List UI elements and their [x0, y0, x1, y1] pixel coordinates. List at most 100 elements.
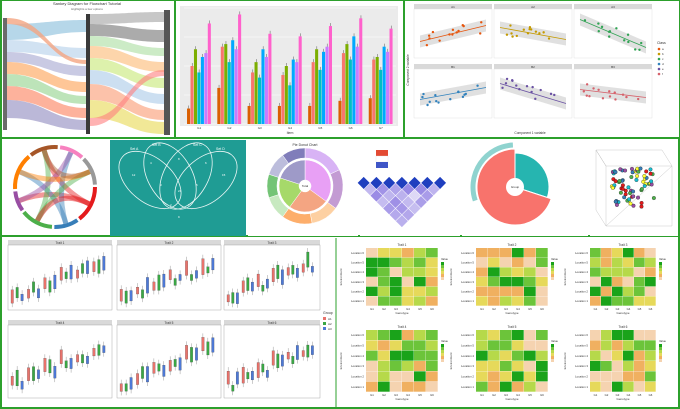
boxplot-legend-a3: A3	[328, 327, 332, 331]
corr-cell	[414, 196, 427, 209]
heatmap-cell	[414, 330, 426, 341]
svg-text:G1: G1	[480, 393, 484, 397]
scatter3d-point	[648, 167, 653, 172]
svg-text:8: 8	[178, 157, 180, 161]
svg-text:G4: G4	[406, 307, 410, 311]
heatmap-cell	[512, 350, 524, 361]
corr-cell	[389, 208, 402, 221]
svg-text:2: 2	[170, 203, 172, 207]
scatter3d-point	[610, 185, 615, 190]
scatter-point	[600, 25, 604, 29]
heatmap-cell	[366, 296, 378, 306]
heatmap-cell	[623, 267, 634, 277]
heatmap-cell	[601, 286, 612, 297]
box	[162, 273, 166, 288]
box	[280, 269, 284, 285]
heatmap-cell	[512, 361, 524, 372]
heatmap-cell	[402, 286, 414, 297]
scatter-point	[597, 29, 600, 33]
heatmap-cell	[601, 296, 612, 306]
scatter-point	[509, 24, 512, 27]
heatmap-cell	[366, 371, 378, 382]
sankey-diagram: Sankey Diagram for Flowchart Tutorial Hi…	[3, 1, 170, 135]
svg-text:Location 3: Location 3	[351, 280, 364, 284]
svg-text:Location 6: Location 6	[575, 251, 588, 255]
svg-text:G3: G3	[504, 307, 508, 311]
svg-text:Location 1: Location 1	[461, 299, 474, 303]
box	[235, 371, 239, 385]
scatter-point	[547, 37, 551, 40]
svg-text:Location 4: Location 4	[351, 354, 364, 358]
bar	[190, 66, 194, 124]
heatmap-cell	[634, 350, 645, 361]
heatmap-cell	[378, 381, 390, 392]
pie-slice	[266, 173, 279, 199]
heatmap-cell	[500, 267, 512, 277]
svg-text:Environment: Environment	[563, 268, 567, 285]
heatmap-cell	[590, 330, 601, 341]
heatmap-cell	[634, 248, 645, 258]
facet-label: B1	[451, 65, 455, 69]
scatter-point	[585, 94, 588, 97]
scatter3d-point	[613, 170, 618, 175]
heatmap-cell	[414, 296, 426, 306]
heatmap-cell	[366, 361, 378, 372]
scatter-point	[531, 85, 534, 89]
bar	[389, 28, 393, 124]
heatmap-cell	[426, 277, 438, 287]
bar	[227, 62, 231, 124]
box	[141, 289, 144, 299]
heatmap-cell	[524, 267, 536, 277]
box	[306, 344, 310, 358]
heatmap-cell	[623, 257, 634, 268]
scatter-point	[464, 92, 468, 96]
svg-text:G6: G6	[430, 307, 434, 311]
svg-text:Value: Value	[441, 257, 448, 261]
scatter-point	[448, 33, 451, 36]
box	[276, 264, 280, 279]
bar	[382, 46, 386, 124]
svg-text:Environment: Environment	[339, 268, 343, 285]
box	[295, 345, 299, 360]
box	[246, 372, 250, 380]
bar	[234, 49, 238, 124]
svg-text:Location 6: Location 6	[351, 333, 364, 337]
svg-text:3: 3	[160, 183, 162, 187]
heatmap-cell	[601, 248, 612, 258]
svg-text:Location 2: Location 2	[575, 375, 588, 379]
heatmap-cell	[536, 330, 548, 341]
heatmap-cell	[378, 361, 390, 372]
heatmap-cell	[476, 340, 488, 351]
scatter-point	[434, 94, 437, 97]
box	[168, 269, 172, 280]
svg-text:G6: G6	[540, 307, 544, 311]
svg-text:Location 1: Location 1	[351, 385, 364, 389]
box	[59, 267, 63, 281]
heatmap-cell	[500, 277, 512, 287]
box	[310, 345, 314, 355]
heatmap-cell	[426, 330, 438, 341]
heatmap-cell	[601, 330, 612, 341]
scatter3d-point	[627, 197, 632, 202]
scatter3d-point	[642, 184, 647, 188]
heatmap-cell	[488, 257, 500, 268]
corr-cell	[376, 196, 389, 209]
heatmap-cell	[524, 350, 536, 361]
heatmap-cell	[645, 340, 656, 351]
box	[190, 274, 193, 281]
scatter3d-point	[614, 202, 619, 207]
box	[32, 281, 35, 293]
svg-text:9: 9	[178, 215, 180, 219]
svg-text:Location 5: Location 5	[461, 344, 474, 348]
heatmap-cell	[590, 267, 601, 277]
scatter-point	[422, 92, 425, 96]
box	[157, 363, 161, 372]
heatmap-cell	[488, 330, 500, 341]
scatter-point	[522, 28, 526, 31]
scatter3d-point	[634, 178, 639, 182]
corr-cell	[402, 196, 415, 209]
heatmap-cell	[536, 257, 548, 268]
scatter-point	[528, 26, 532, 29]
heatmap-cell	[590, 286, 601, 297]
